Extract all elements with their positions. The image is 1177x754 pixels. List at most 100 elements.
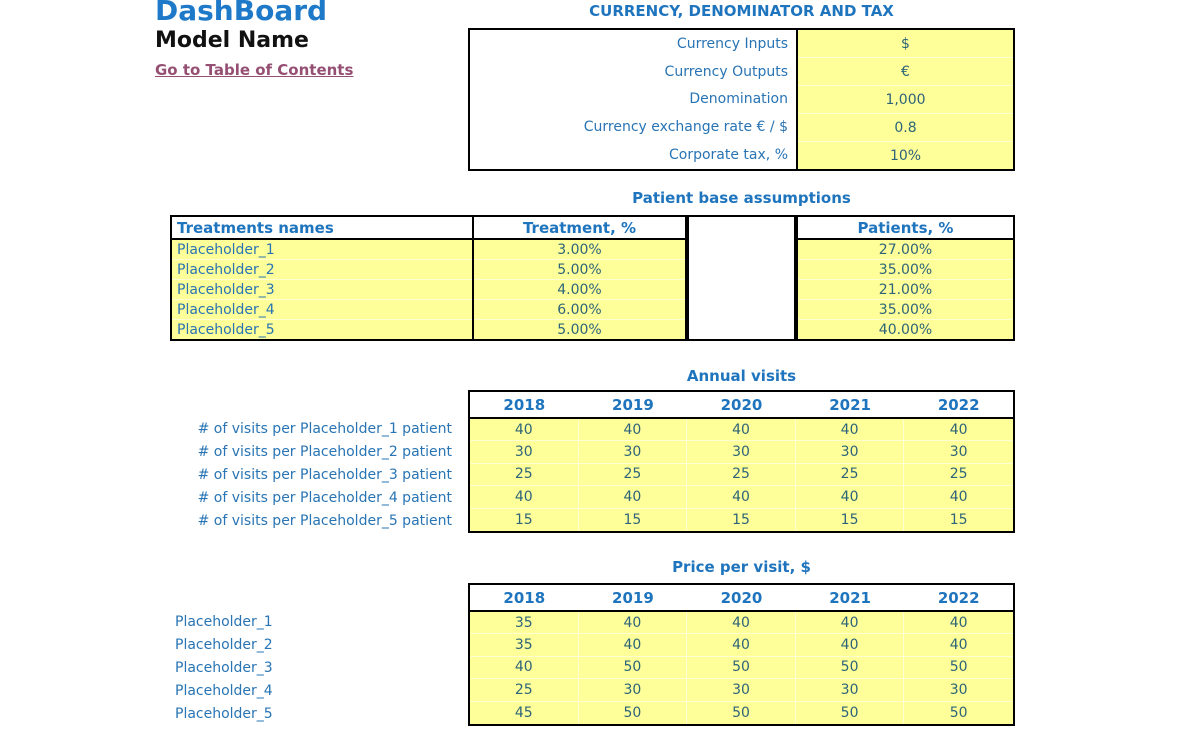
patients-pct-cell[interactable]: 35.00% [798,300,1013,320]
price-cell[interactable]: 30 [904,679,1013,702]
row-label: # of visits per Placeholder_2 patient [197,443,452,460]
denomination-cell[interactable]: 1,000 [798,86,1013,114]
price-per-visit-title: Price per visit, $ [672,558,811,576]
row-label: Placeholder_3 [175,659,273,676]
year-header: 2019 [612,588,654,607]
treatment-name-cell[interactable]: Placeholder_2 [172,260,472,280]
patient-section-title: Patient base assumptions [632,189,851,207]
annual-visits-row-labels: # of visits per Placeholder_1 patient # … [170,417,452,533]
table-of-contents-link[interactable]: Go to Table of Contents [155,61,354,79]
treatment-pct-cell[interactable]: 5.00% [474,320,685,339]
patients-pct-cell[interactable]: 27.00% [798,240,1013,260]
price-cell[interactable]: 30 [795,679,905,702]
currency-row-label: Denomination [689,91,788,108]
price-cell[interactable]: 35 [470,612,579,635]
price-cell[interactable]: 50 [949,704,968,721]
treatment-pct-cell[interactable]: 5.00% [474,260,685,280]
visits-cell[interactable]: 40 [578,419,688,442]
price-cell[interactable]: 40 [904,634,1013,657]
row-label: # of visits per Placeholder_5 patient [197,513,452,530]
visits-cell[interactable]: 15 [949,511,968,528]
year-header: 2022 [937,395,980,414]
visits-cell[interactable]: 40 [470,419,579,442]
price-cell[interactable]: 40 [795,634,905,657]
treatment-pct-cell[interactable]: 3.00% [474,240,685,260]
currency-section-title: CURRENCY, DENOMINATOR AND TAX [589,2,894,20]
price-cell[interactable]: 50 [796,701,905,724]
visits-cell[interactable]: 40 [904,486,1013,509]
price-cell[interactable]: 50 [795,656,905,680]
visits-cell[interactable]: 15 [470,508,579,531]
treatment-pct-header: Treatment, % [474,217,685,240]
visits-cell[interactable]: 15 [687,508,796,531]
patients-pct-cell[interactable]: 35.00% [798,260,1013,280]
annual-visits-title: Annual visits [686,367,797,385]
visits-cell[interactable]: 25 [470,463,579,487]
price-cell[interactable]: 40 [687,634,796,657]
treatment-name-cell[interactable]: Placeholder_3 [172,280,472,300]
visits-cell[interactable]: 30 [687,441,796,464]
visits-cell[interactable]: 15 [579,508,688,531]
visits-cell[interactable]: 30 [904,441,1013,464]
visits-cell[interactable]: 25 [687,463,796,487]
price-cell[interactable]: 50 [687,656,796,680]
currency-row-label: Corporate tax, % [669,147,788,164]
price-cell[interactable]: 50 [687,701,796,724]
price-cell[interactable]: 35 [470,634,579,657]
visits-cell[interactable]: 40 [904,419,1013,442]
price-cell[interactable]: 40 [578,634,688,657]
price-per-visit-table: 2018 2019 2020 2021 2022 35 40 40 40 40 … [468,583,1015,726]
price-cell[interactable]: 50 [579,701,688,724]
row-label: # of visits per Placeholder_1 patient [197,420,452,437]
visits-cell[interactable]: 15 [796,508,905,531]
visits-cell[interactable]: 40 [795,419,905,442]
visits-cell[interactable]: 30 [470,441,579,464]
price-cell[interactable]: 50 [904,657,1013,680]
treatment-name-cell[interactable]: Placeholder_5 [172,320,472,339]
currency-outputs-cell[interactable]: € [798,58,1013,86]
visits-cell[interactable]: 40 [578,486,688,509]
price-cell[interactable]: 40 [687,612,796,635]
price-cell[interactable]: 30 [578,679,688,702]
corporate-tax-cell[interactable]: 10% [889,147,922,164]
visits-cell[interactable]: 40 [687,486,796,509]
patients-pct-cell[interactable]: 21.00% [798,280,1013,300]
treatment-pct-cell[interactable]: 4.00% [474,280,685,300]
exchange-rate-cell[interactable]: 0.8 [798,114,1013,142]
treatment-name-cell[interactable]: Placeholder_4 [172,300,472,320]
treatment-name-cell[interactable]: Placeholder_1 [172,240,472,260]
patients-pct-table: Patients, % 27.00% 35.00% 21.00% 35.00% … [796,215,1015,341]
price-body: 35 40 40 40 40 35 40 40 40 40 40 50 50 5… [470,612,1013,724]
visits-cell[interactable]: 25 [904,464,1013,487]
visits-cell[interactable]: 30 [795,441,905,464]
price-cell[interactable]: 30 [687,679,796,702]
visits-cell[interactable]: 40 [470,486,579,509]
treatment-pct-cell[interactable]: 6.00% [474,300,685,320]
annual-visits-year-header: 2018 2019 2020 2021 2022 [470,392,1013,419]
price-cell[interactable]: 40 [470,656,579,680]
row-label: Placeholder_1 [175,613,273,630]
currency-row-label: Currency exchange rate € / $ [583,119,788,136]
patient-table-spacer-cell [687,215,796,341]
price-cell[interactable]: 40 [904,612,1013,635]
visits-cell[interactable]: 30 [578,441,688,464]
price-cell[interactable]: 50 [578,656,688,680]
currency-inputs-cell[interactable]: $ [798,30,1013,58]
patients-pct-column: Patients, % 27.00% 35.00% 21.00% 35.00% … [798,217,1013,339]
year-header: 2020 [720,395,763,414]
visits-cell[interactable]: 25 [795,463,905,487]
year-header: 2018 [503,395,546,414]
price-cell[interactable]: 40 [578,612,688,635]
price-cell[interactable]: 45 [470,701,579,724]
year-header: 2021 [829,588,871,607]
patients-pct-cell[interactable]: 40.00% [798,320,1013,339]
year-header: 2019 [612,395,654,414]
visits-cell[interactable]: 40 [795,486,905,509]
patients-pct-header: Patients, % [798,217,1013,240]
price-cell[interactable]: 25 [470,679,579,702]
visits-cell[interactable]: 25 [578,463,688,487]
visits-cell[interactable]: 40 [687,419,796,442]
treatments-table: Treatments names Placeholder_1 Placehold… [170,215,687,341]
price-cell[interactable]: 40 [795,612,905,635]
